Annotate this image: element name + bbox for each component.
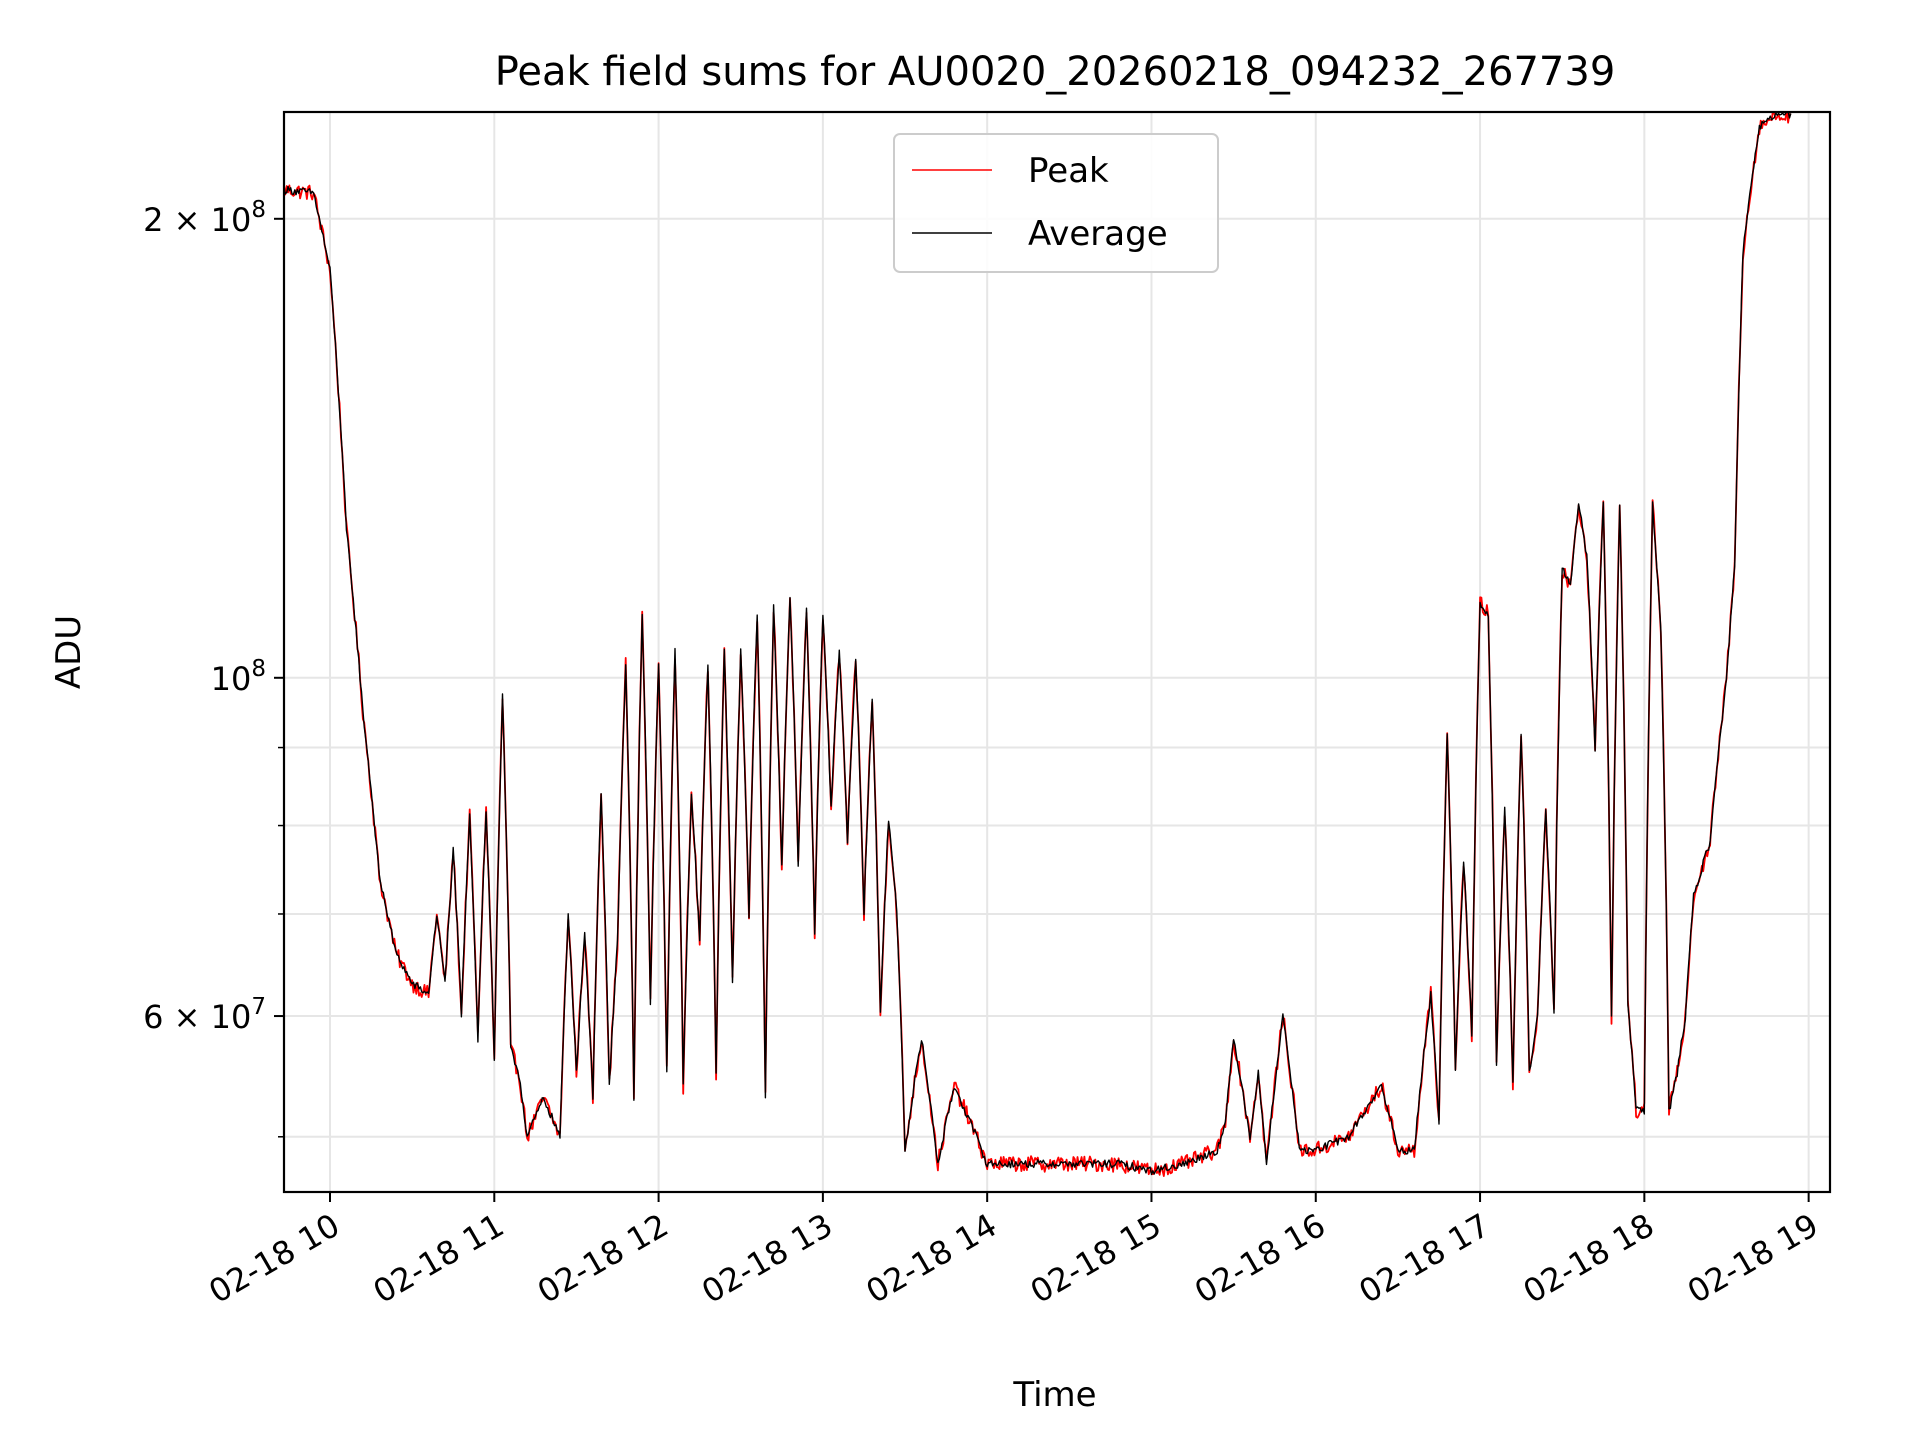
series-line-average (284, 112, 1792, 1176)
y-tick-label: 108 (211, 656, 266, 698)
y-axis-label: ADU (49, 615, 89, 689)
legend: Peak Average (893, 133, 1219, 273)
plot-area-frame (282, 110, 1832, 1194)
y-tick-label-base: 2 × 10 (143, 201, 251, 239)
y-tick-label-base: 6 × 10 (143, 998, 251, 1036)
y-tick-label: 6 × 107 (143, 994, 266, 1036)
y-tick-label-base: 10 (211, 660, 252, 698)
series-lines (284, 112, 1792, 1177)
chart-title: Peak field sums for AU0020_20260218_0942… (495, 49, 1616, 95)
legend-box (893, 133, 1219, 273)
legend-label-peak: Peak (1028, 151, 1109, 191)
y-tick-label-exponent: 8 (251, 197, 266, 223)
y-tick-label: 2 × 108 (143, 197, 266, 239)
y-tick-label-exponent: 8 (251, 656, 266, 682)
y-tick-label-exponent: 7 (251, 994, 266, 1020)
x-axis-label: Time (1012, 1375, 1096, 1415)
legend-label-average: Average (1028, 214, 1168, 254)
